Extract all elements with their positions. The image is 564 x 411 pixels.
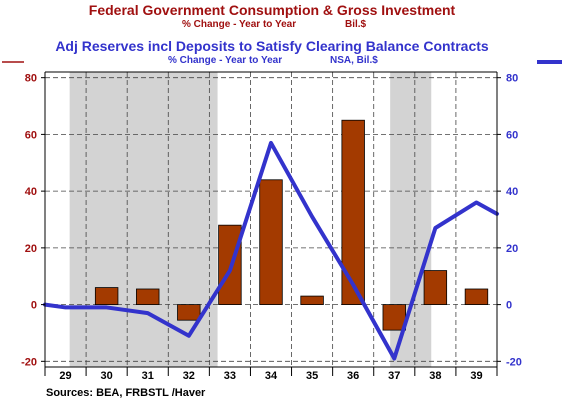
left-tick-label: -20 xyxy=(21,356,37,368)
series2-units: % Change - Year to Year xyxy=(168,55,282,66)
x-tick-label: 32 xyxy=(183,370,195,382)
right-tick-label: 60 xyxy=(506,129,518,141)
series1-source: Bil.$ xyxy=(345,19,367,30)
right-tick-label: 20 xyxy=(506,243,518,255)
series-line xyxy=(43,140,499,361)
x-tick-label: 29 xyxy=(59,370,71,382)
right-tick-label: 0 xyxy=(506,300,512,312)
right-tick-label: 40 xyxy=(506,186,518,198)
left-tick-label: 60 xyxy=(25,129,37,141)
x-tick-label: 31 xyxy=(142,370,154,382)
x-tick-label: 37 xyxy=(388,370,400,382)
recession-shading xyxy=(69,72,432,367)
x-tick-label: 36 xyxy=(347,370,359,382)
x-tick-label: 35 xyxy=(306,370,318,382)
bar xyxy=(94,287,119,305)
x-tick-label: 39 xyxy=(470,370,482,382)
bar xyxy=(177,304,201,321)
bar xyxy=(300,295,324,305)
series1-title: Federal Government Consumption & Gross I… xyxy=(89,2,456,18)
x-tick-label: 30 xyxy=(101,370,113,382)
tick-labels: -20 0 20 40 60 80 -20 0 20 40 60 80 29 30 31 32 33 34 35 36… xyxy=(21,73,522,382)
left-tick-label: 40 xyxy=(25,186,37,198)
left-tick-label: 80 xyxy=(25,73,37,85)
bar-series xyxy=(94,119,489,331)
right-tick-label: -20 xyxy=(506,356,522,368)
right-tick-label: 80 xyxy=(506,73,518,85)
series1-units: % Change - Year to Year xyxy=(182,19,296,30)
gridlines xyxy=(45,72,497,367)
x-tick-label: 33 xyxy=(224,370,236,382)
bar xyxy=(341,119,365,305)
axes xyxy=(41,71,501,376)
left-tick-label: 0 xyxy=(31,300,37,312)
x-tick-label: 38 xyxy=(429,370,441,382)
bar xyxy=(423,270,448,305)
line-series xyxy=(43,140,499,361)
left-tick-label: 20 xyxy=(25,243,37,255)
bar xyxy=(136,288,160,305)
series2-title: Adj Reserves incl Deposits to Satisfy Cl… xyxy=(55,38,489,54)
bar xyxy=(464,288,489,305)
x-tick-label: 34 xyxy=(265,370,278,382)
series2-source: NSA, Bil.$ xyxy=(330,55,378,66)
bar xyxy=(382,304,406,331)
sources-note: Sources: BEA, FRBSTL /Haver xyxy=(46,387,206,399)
bar xyxy=(259,179,283,305)
